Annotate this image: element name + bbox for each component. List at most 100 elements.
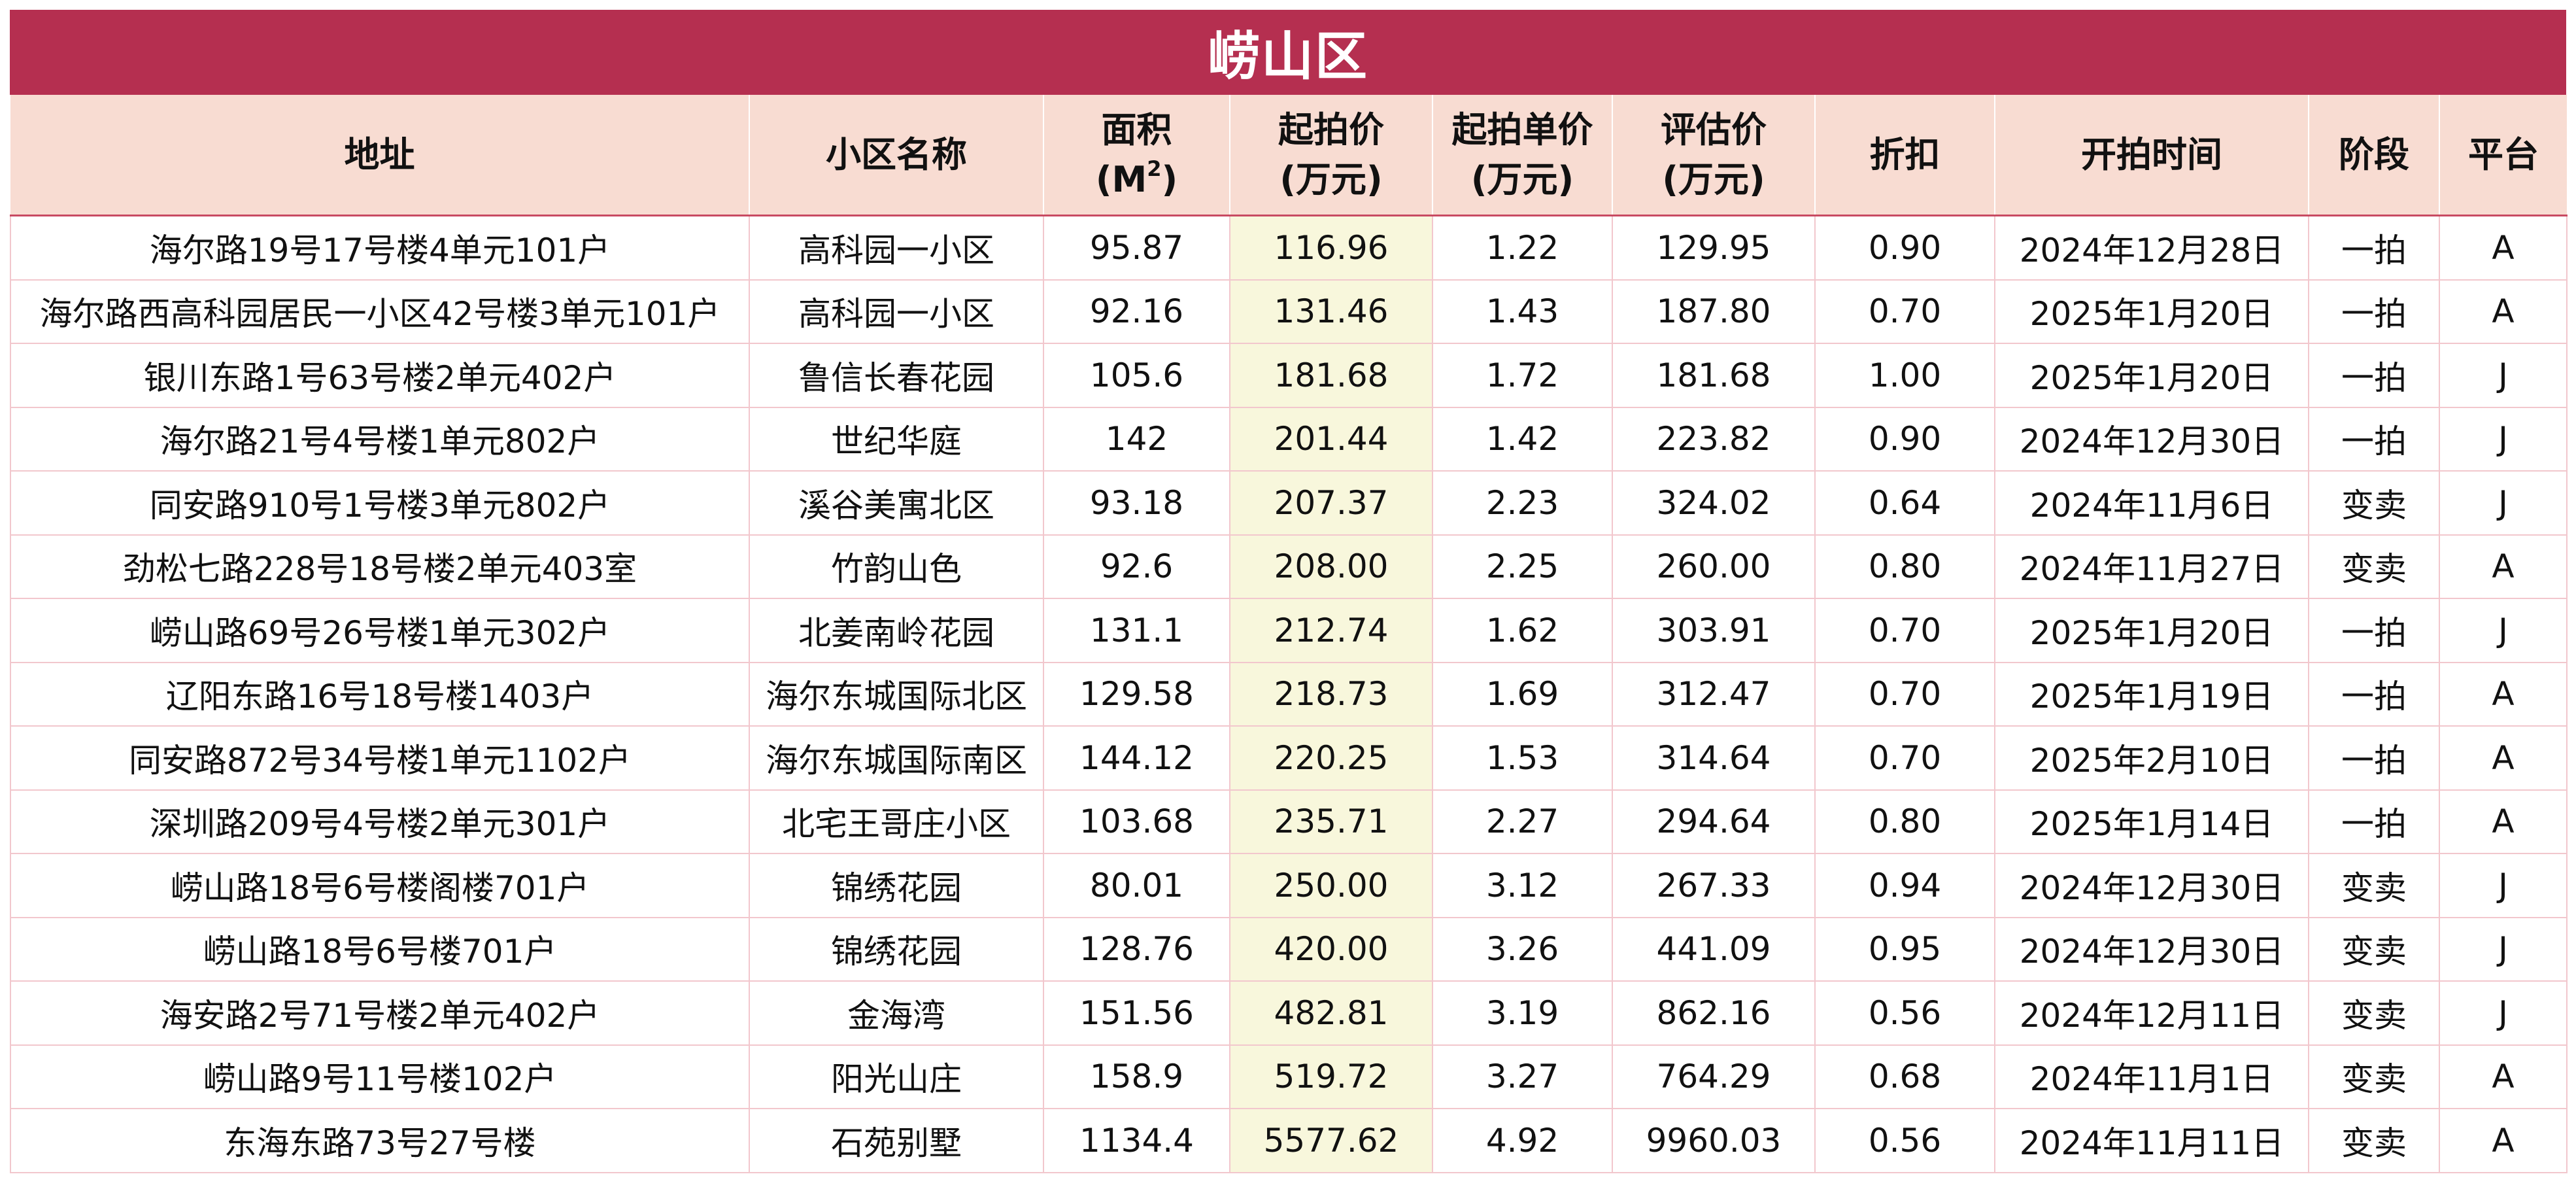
cell-unit-price: 4.92 xyxy=(1432,1109,1613,1173)
cell-stage: 一拍 xyxy=(2309,789,2440,854)
cell-area: 92.6 xyxy=(1043,534,1230,599)
cell-unit-price: 1.62 xyxy=(1432,598,1613,663)
table-row: 海安路2号71号楼2单元402户 金海湾 151.56 482.81 3.19 862.1… xyxy=(10,981,2568,1046)
column-header-label: 评估价 xyxy=(1661,109,1767,150)
cell-discount: 0.70 xyxy=(1815,726,1995,791)
cell-appraisal: 294.64 xyxy=(1612,789,1816,854)
cell-discount: 0.70 xyxy=(1815,662,1995,727)
cell-community: 锦绣花园 xyxy=(749,917,1044,982)
cell-start-time: 2025年1月20日 xyxy=(1995,279,2309,344)
column-header-stage: 阶段 xyxy=(2309,95,2440,216)
column-header-discount: 折扣 xyxy=(1815,95,1995,216)
cell-area: 128.76 xyxy=(1043,917,1230,982)
cell-area: 158.9 xyxy=(1043,1044,1230,1109)
cell-address: 海尔路19号17号楼4单元101户 xyxy=(10,215,750,281)
cell-appraisal: 187.80 xyxy=(1612,279,1816,344)
cell-address: 崂山路18号6号楼701户 xyxy=(10,917,750,982)
cell-stage: 一拍 xyxy=(2309,343,2440,408)
table-row: 辽阳东路16号18号楼1403户 海尔东城国际北区 129.58 218.73 1.69… xyxy=(10,662,2568,727)
table-header: 地址 小区名称 面积 (M2) 起拍价 (万元) 起拍单价 (万元) 评估价 (万元) 折扣 开拍时间… xyxy=(10,95,2567,216)
cell-address: 海尔路西高科园居民一小区42号楼3单元101户 xyxy=(10,279,750,344)
cell-stage: 变卖 xyxy=(2309,917,2440,982)
cell-area: 151.56 xyxy=(1043,981,1230,1046)
cell-stage: 变卖 xyxy=(2309,1109,2440,1173)
cell-unit-price: 3.12 xyxy=(1432,853,1613,918)
cell-discount: 0.56 xyxy=(1815,981,1995,1046)
cell-address: 崂山路18号6号楼阁楼701户 xyxy=(10,853,750,918)
auction-table: 地址 小区名称 面积 (M2) 起拍价 (万元) 起拍单价 (万元) 评估价 (万元) 折扣 开拍时间… xyxy=(10,95,2568,1173)
cell-platform: J xyxy=(2439,917,2568,982)
column-header-unit: (万元) xyxy=(1280,158,1383,200)
cell-community: 溪谷美寓北区 xyxy=(749,471,1044,536)
cell-address: 银川东路1号63号楼2单元402户 xyxy=(10,343,750,408)
cell-address: 海尔路21号4号楼1单元802户 xyxy=(10,407,750,472)
column-header-start-price: 起拍价 (万元) xyxy=(1230,95,1433,216)
cell-platform: A xyxy=(2439,279,2568,344)
column-header-platform: 平台 xyxy=(2439,95,2567,216)
cell-start-price: 482.81 xyxy=(1230,981,1433,1046)
cell-start-price: 5577.62 xyxy=(1230,1109,1433,1173)
cell-platform: J xyxy=(2439,853,2568,918)
cell-community: 竹韵山色 xyxy=(749,534,1044,599)
cell-discount: 1.00 xyxy=(1815,343,1995,408)
cell-unit-price: 3.27 xyxy=(1432,1044,1613,1109)
table-row: 海尔路19号17号楼4单元101户 高科园一小区 95.87 116.96 1.22 12… xyxy=(10,215,2568,281)
table-row: 同安路910号1号楼3单元802户 溪谷美寓北区 93.18 207.37 2.23 32… xyxy=(10,471,2568,536)
cell-start-price: 116.96 xyxy=(1230,215,1433,281)
column-header-label: 阶段 xyxy=(2339,133,2409,175)
cell-stage: 变卖 xyxy=(2309,471,2440,536)
table-row: 劲松七路228号18号楼2单元403室 竹韵山色 92.6 208.00 2.25 260… xyxy=(10,534,2568,599)
cell-discount: 0.94 xyxy=(1815,853,1995,918)
cell-unit-price: 3.19 xyxy=(1432,981,1613,1046)
cell-community: 阳光山庄 xyxy=(749,1044,1044,1109)
cell-area: 93.18 xyxy=(1043,471,1230,536)
cell-discount: 0.80 xyxy=(1815,789,1995,854)
cell-discount: 0.95 xyxy=(1815,917,1995,982)
cell-stage: 变卖 xyxy=(2309,853,2440,918)
cell-stage: 一拍 xyxy=(2309,215,2440,281)
cell-start-time: 2025年2月10日 xyxy=(1995,726,2309,791)
column-header-label: 开拍时间 xyxy=(2081,133,2222,175)
column-header-area: 面积 (M2) xyxy=(1043,95,1230,216)
column-header-unit: (万元) xyxy=(1470,158,1574,200)
cell-community: 石苑别墅 xyxy=(749,1109,1044,1173)
cell-start-time: 2025年1月14日 xyxy=(1995,789,2309,854)
cell-unit-price: 1.43 xyxy=(1432,279,1613,344)
cell-platform: J xyxy=(2439,407,2568,472)
cell-discount: 0.56 xyxy=(1815,1109,1995,1173)
table-row: 崂山路9号11号楼102户 阳光山庄 158.9 519.72 3.27 764.29 0.… xyxy=(10,1044,2568,1109)
cell-start-price: 131.46 xyxy=(1230,279,1433,344)
cell-address: 东海东路73号27号楼 xyxy=(10,1109,750,1173)
cell-platform: A xyxy=(2439,1044,2568,1109)
table-row: 崂山路18号6号楼701户 锦绣花园 128.76 420.00 3.26 441.09 0… xyxy=(10,917,2568,982)
cell-unit-price: 2.23 xyxy=(1432,471,1613,536)
cell-community: 鲁信长春花园 xyxy=(749,343,1044,408)
cell-appraisal: 303.91 xyxy=(1612,598,1816,663)
cell-discount: 0.64 xyxy=(1815,471,1995,536)
cell-start-price: 201.44 xyxy=(1230,407,1433,472)
spreadsheet: 崂山区 地址 小区名称 面积 (M2) 起拍价 (万元) 起拍单价 (万元) 评估价 (万元) 折扣… xyxy=(10,10,2568,1173)
cell-appraisal: 267.33 xyxy=(1612,853,1816,918)
column-header-label: 地址 xyxy=(344,133,415,175)
table-row: 同安路872号34号楼1单元1102户 海尔东城国际南区 144.12 220.25 1… xyxy=(10,726,2568,791)
cell-platform: A xyxy=(2439,534,2568,599)
cell-area: 103.68 xyxy=(1043,789,1230,854)
cell-appraisal: 9960.03 xyxy=(1612,1109,1816,1173)
table-row: 深圳路209号4号楼2单元301户 北宅王哥庄小区 103.68 235.71 2.27… xyxy=(10,789,2568,854)
cell-appraisal: 324.02 xyxy=(1612,471,1816,536)
cell-unit-price: 2.27 xyxy=(1432,789,1613,854)
cell-appraisal: 129.95 xyxy=(1612,215,1816,281)
cell-discount: 0.68 xyxy=(1815,1044,1995,1109)
cell-area: 80.01 xyxy=(1043,853,1230,918)
cell-community: 北姜南岭花园 xyxy=(749,598,1044,663)
cell-stage: 变卖 xyxy=(2309,981,2440,1046)
cell-start-time: 2024年11月1日 xyxy=(1995,1044,2309,1109)
cell-address: 崂山路9号11号楼102户 xyxy=(10,1044,750,1109)
cell-stage: 变卖 xyxy=(2309,1044,2440,1109)
column-header-community: 小区名称 xyxy=(749,95,1044,216)
cell-address: 崂山路69号26号楼1单元302户 xyxy=(10,598,750,663)
column-header-label: 折扣 xyxy=(1869,133,1940,175)
table-row: 崂山路18号6号楼阁楼701户 锦绣花园 80.01 250.00 3.12 267.33… xyxy=(10,853,2568,918)
cell-discount: 0.90 xyxy=(1815,215,1995,281)
cell-area: 95.87 xyxy=(1043,215,1230,281)
